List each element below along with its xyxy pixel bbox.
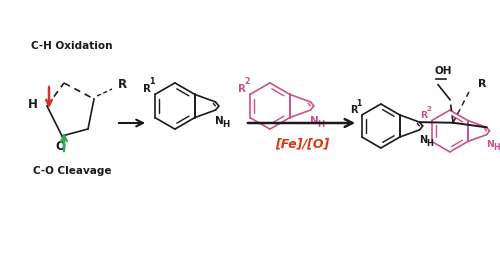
- Text: O: O: [55, 139, 65, 152]
- Text: N: N: [216, 115, 224, 126]
- Text: H: H: [493, 143, 500, 152]
- Text: R: R: [478, 79, 486, 89]
- Text: R: R: [350, 105, 358, 115]
- Text: H: H: [426, 139, 433, 148]
- Text: C-H Oxidation: C-H Oxidation: [31, 41, 113, 51]
- Text: R: R: [118, 78, 126, 92]
- Text: 2: 2: [244, 77, 250, 86]
- Text: 1: 1: [356, 98, 362, 107]
- Text: R: R: [420, 111, 428, 120]
- Text: H: H: [318, 120, 324, 129]
- Text: 2: 2: [426, 106, 432, 112]
- Text: [Fe]/[O]: [Fe]/[O]: [275, 138, 329, 151]
- Text: OH: OH: [434, 66, 452, 76]
- Text: C-O Cleavage: C-O Cleavage: [33, 166, 111, 176]
- Text: R: R: [142, 84, 150, 94]
- Text: H: H: [28, 98, 38, 110]
- Text: N: N: [486, 140, 494, 149]
- Text: 1: 1: [149, 77, 154, 86]
- Text: N: N: [420, 135, 428, 145]
- Text: R: R: [238, 84, 246, 94]
- Text: N: N: [310, 115, 319, 126]
- Text: H: H: [222, 120, 230, 129]
